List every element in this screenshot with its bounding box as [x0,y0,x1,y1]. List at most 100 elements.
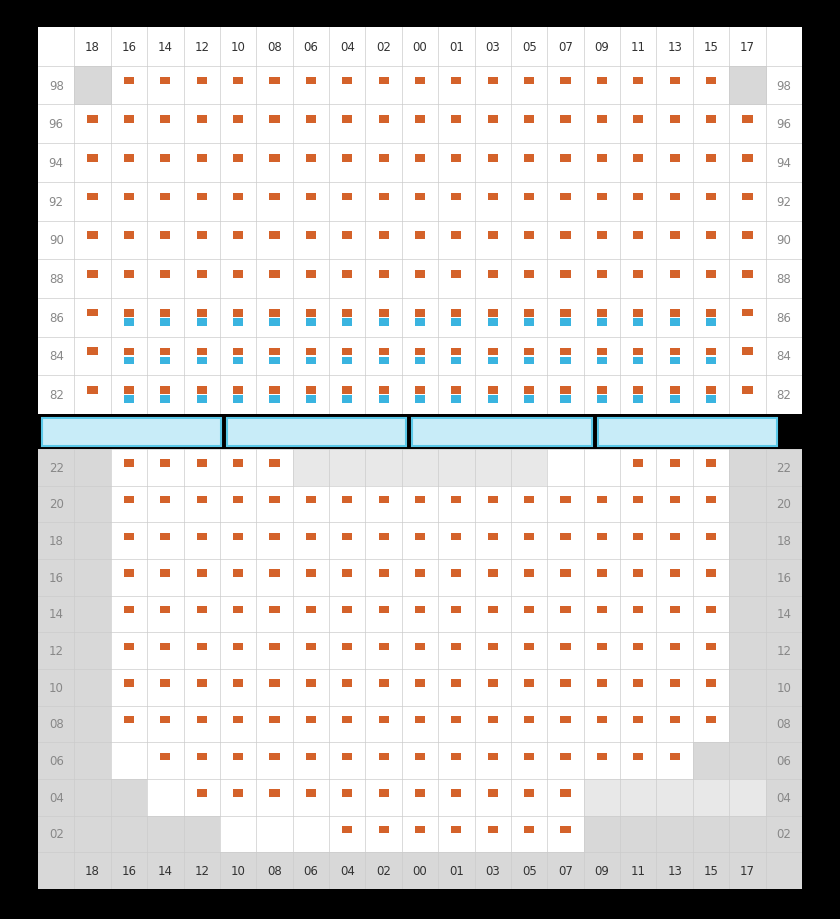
Text: 92: 92 [776,196,791,209]
Bar [669,643,680,651]
Bar [87,154,97,163]
Bar [415,319,425,326]
Bar [111,632,729,669]
Bar [379,348,389,356]
Bar [633,460,643,467]
Text: 12: 12 [776,644,791,657]
Bar [379,679,389,686]
Bar [197,460,207,467]
Bar [342,570,352,577]
Bar [596,607,607,614]
Bar [596,348,607,356]
Bar [197,533,207,540]
Bar [560,716,570,723]
Bar [123,679,134,686]
Bar [160,348,171,356]
Bar [415,716,425,723]
Bar [743,271,753,278]
Bar [270,348,280,356]
Bar [488,77,498,85]
Bar [379,789,389,797]
Bar [123,496,134,504]
Bar [706,607,717,614]
Bar [123,233,134,240]
Bar [197,116,207,124]
Text: 22: 22 [49,461,64,474]
Text: 16: 16 [122,864,136,878]
Bar [160,387,171,394]
Bar [415,387,425,394]
Text: 14: 14 [158,40,173,54]
Bar [306,348,316,356]
Bar [160,496,171,504]
Bar [415,496,425,504]
Bar [669,387,680,394]
Bar [233,116,244,124]
Bar [160,533,171,540]
Text: 12: 12 [194,40,209,54]
Bar [197,271,207,278]
Bar [270,310,280,317]
Text: 15: 15 [704,40,718,54]
Bar [379,193,389,201]
Bar [379,533,389,540]
Text: 01: 01 [449,40,464,54]
Bar [342,193,352,201]
Bar [402,449,438,486]
Bar [160,716,171,723]
Text: 06: 06 [303,40,318,54]
Bar [743,233,753,240]
Bar [379,233,389,240]
Bar [111,560,729,596]
Bar [488,271,498,278]
Bar [524,607,534,614]
Bar [743,348,753,356]
Bar [415,643,425,651]
Bar [306,387,316,394]
Bar [342,533,352,540]
Bar [233,233,244,240]
Bar [306,271,316,278]
Bar [111,669,729,706]
Bar [306,396,316,403]
Text: 10: 10 [231,40,245,54]
Bar [488,826,498,834]
Bar [87,116,97,124]
Bar [306,533,316,540]
Bar [415,533,425,540]
Bar [743,387,753,394]
Bar [42,418,221,446]
Bar [451,396,461,403]
Bar [270,116,280,124]
Bar [160,310,171,317]
Bar [743,310,753,317]
Bar [379,387,389,394]
Bar [729,779,765,816]
Text: 06: 06 [303,864,318,878]
Bar [596,716,607,723]
Bar [160,607,171,614]
Bar [620,779,657,816]
Bar [160,193,171,201]
Bar [633,154,643,163]
Bar [270,533,280,540]
Text: 16: 16 [776,572,791,584]
Bar [342,310,352,317]
Bar [123,607,134,614]
Bar [451,357,461,365]
Bar [560,753,570,760]
Bar [511,449,548,486]
Bar [706,387,717,394]
Bar [342,271,352,278]
Bar [197,753,207,760]
Bar [306,116,316,124]
Bar [197,643,207,651]
Bar [233,310,244,317]
Bar [560,607,570,614]
Bar [669,716,680,723]
Bar [160,753,171,760]
Bar [233,460,244,467]
Bar [342,348,352,356]
Bar [488,319,498,326]
Bar [415,271,425,278]
